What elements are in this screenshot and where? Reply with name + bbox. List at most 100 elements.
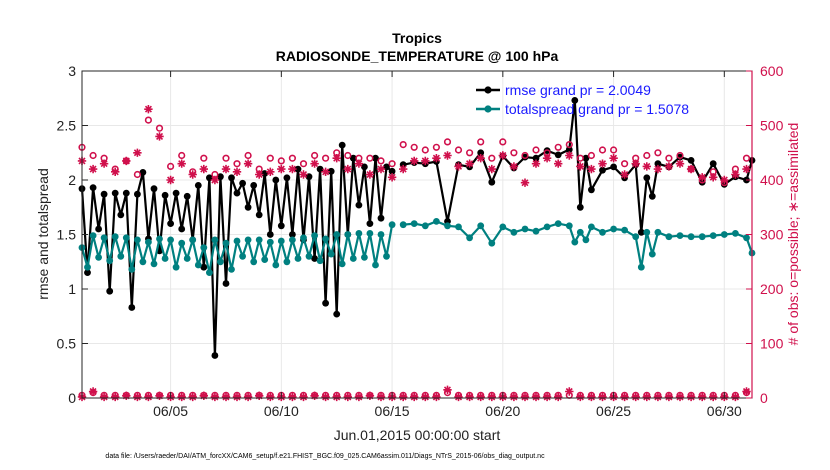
obs-assimilated-marker bbox=[210, 175, 220, 185]
y-right-tick-label: 0 bbox=[760, 390, 768, 406]
totalspread-point bbox=[272, 261, 280, 269]
x-tick-label: 06/20 bbox=[485, 403, 520, 419]
obs-assimilated-marker bbox=[387, 173, 397, 182]
totalspread-point bbox=[383, 252, 390, 260]
totalspread-point bbox=[139, 258, 147, 266]
obs-assimilated-marker bbox=[698, 173, 707, 182]
totalspread-point bbox=[172, 263, 180, 271]
obs-assimilated-marker bbox=[454, 392, 463, 402]
rmse-point bbox=[488, 178, 496, 186]
rmse-point bbox=[183, 192, 191, 200]
x-tick-label: 06/10 bbox=[264, 403, 299, 419]
obs-assimilated-marker bbox=[465, 159, 474, 168]
y-tick-label: 1 bbox=[68, 281, 76, 297]
totalspread-point bbox=[599, 228, 606, 236]
rmse-point bbox=[161, 191, 169, 199]
obs-possible-marker bbox=[366, 154, 374, 162]
rmse-point bbox=[676, 153, 684, 161]
obs-assimilated-marker bbox=[111, 392, 120, 402]
obs-possible-marker bbox=[676, 151, 684, 160]
obs-possible-marker bbox=[311, 151, 319, 160]
rmse-point bbox=[277, 222, 285, 230]
rmse-point bbox=[250, 182, 258, 189]
x-tick-label: 06/30 bbox=[707, 403, 742, 419]
obs-possible-marker bbox=[399, 141, 407, 149]
rmse-point bbox=[178, 225, 186, 233]
obs-assimilated-marker bbox=[310, 159, 319, 168]
obs-possible-marker bbox=[277, 157, 285, 165]
totalspread-point bbox=[134, 236, 141, 244]
obs-assimilated-marker bbox=[675, 392, 685, 402]
obs-possible-marker bbox=[432, 143, 441, 151]
obs-assimilated-marker bbox=[243, 392, 253, 402]
obs-assimilated-marker bbox=[609, 154, 618, 163]
totalspread-point bbox=[283, 258, 291, 266]
rmse-point bbox=[648, 192, 656, 200]
totalspread-point bbox=[106, 257, 114, 265]
totalspread-point bbox=[521, 225, 529, 233]
totalspread-point bbox=[687, 233, 695, 241]
obs-assimilated-marker bbox=[454, 162, 463, 171]
obs-assimilated-marker bbox=[410, 392, 419, 402]
obs-assimilated-marker bbox=[642, 392, 651, 402]
obs-possible-marker bbox=[178, 151, 186, 160]
obs-assimilated-marker bbox=[531, 392, 541, 402]
rmse-point bbox=[333, 310, 341, 318]
obs-possible-marker bbox=[488, 154, 496, 162]
obs-assimilated-marker bbox=[232, 392, 242, 402]
obs-assimilated-marker bbox=[698, 392, 707, 402]
rmse-point bbox=[565, 146, 573, 153]
y-tick-label: 0 bbox=[68, 390, 76, 406]
rmse-point bbox=[643, 174, 651, 182]
obs-assimilated-marker bbox=[321, 167, 330, 176]
rmse-point bbox=[532, 154, 540, 162]
obs-assimilated-marker bbox=[653, 392, 663, 402]
obs-assimilated-marker bbox=[598, 159, 607, 168]
y-tick-label: 1.5 bbox=[57, 227, 77, 243]
rmse-point bbox=[709, 160, 717, 168]
rmse-point bbox=[349, 154, 357, 162]
x-axis-label: Jun.01,2015 00:00:00 start bbox=[334, 427, 501, 443]
totalspread-point bbox=[466, 234, 473, 242]
y-axis-label: rmse and totalspread bbox=[35, 168, 51, 300]
rmse-point bbox=[571, 97, 579, 104]
obs-assimilated-marker bbox=[332, 392, 341, 402]
totalspread-point bbox=[300, 234, 307, 242]
rmse-point bbox=[266, 231, 274, 238]
totalspread-point bbox=[576, 228, 584, 236]
rmse-point bbox=[122, 189, 130, 197]
rmse-point bbox=[255, 211, 263, 219]
obs-assimilated-marker bbox=[210, 392, 220, 402]
rmse-point bbox=[139, 169, 147, 176]
obs-assimilated-marker bbox=[177, 159, 186, 168]
totalspread-point bbox=[410, 220, 418, 228]
obs-assimilated-marker bbox=[443, 151, 452, 160]
totalspread-point bbox=[632, 233, 640, 241]
totalspread-point bbox=[477, 222, 485, 230]
obs-assimilated-marker bbox=[188, 392, 197, 402]
totalspread-point bbox=[355, 230, 363, 237]
rmse-point bbox=[111, 189, 119, 197]
legend-spread-label: totalspread grand pr = 1.5078 bbox=[505, 101, 689, 117]
obs-possible-marker bbox=[299, 160, 308, 168]
obs-assimilated-marker bbox=[354, 159, 364, 168]
totalspread-point bbox=[565, 222, 573, 230]
obs-assimilated-marker bbox=[266, 392, 275, 402]
obs-assimilated-marker bbox=[288, 392, 297, 402]
rmse-point bbox=[687, 157, 695, 164]
rmse-point bbox=[84, 269, 91, 276]
rmse-point bbox=[217, 173, 224, 181]
obs-assimilated-marker bbox=[243, 159, 253, 168]
obs-assimilated-marker bbox=[321, 392, 330, 402]
legend-rmse-label: rmse grand pr = 2.0049 bbox=[505, 82, 651, 98]
totalspread-point bbox=[588, 223, 595, 231]
obs-assimilated-marker bbox=[277, 164, 286, 174]
totalspread-point bbox=[499, 223, 507, 231]
obs-assimilated-marker bbox=[432, 154, 441, 163]
totalspread-point bbox=[709, 232, 717, 240]
totalspread-point bbox=[571, 238, 579, 246]
obs-assimilated-marker bbox=[310, 391, 319, 400]
obs-assimilated-marker bbox=[122, 391, 131, 400]
rmse-point bbox=[200, 263, 208, 271]
